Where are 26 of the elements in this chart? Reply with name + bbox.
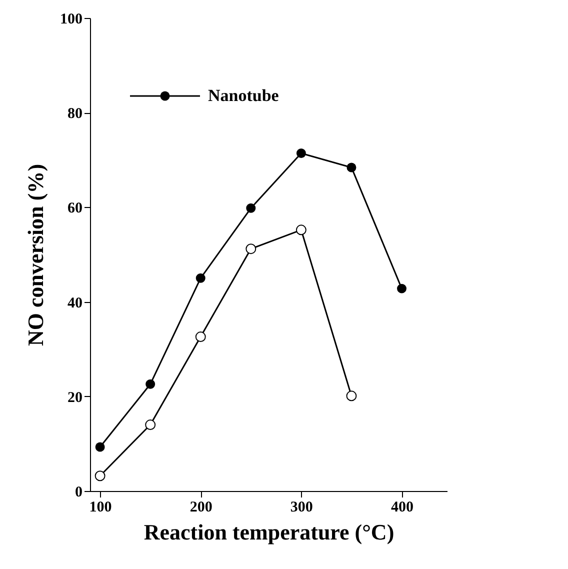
y-tick-label: 60 (68, 200, 82, 217)
point (145, 420, 156, 430)
y-axis-title: NO conversion (%) (23, 164, 48, 346)
point (296, 148, 306, 158)
y-tick-label: 100 (60, 12, 82, 28)
point (195, 332, 206, 342)
point (146, 379, 156, 389)
point (246, 244, 256, 254)
point (246, 203, 256, 213)
point (346, 162, 356, 172)
y-tick-label: 0 (75, 484, 82, 500)
x-tick-label: 200 (190, 500, 212, 516)
x-tick-label: 400 (390, 500, 414, 516)
y-tick-label: 20 (68, 390, 82, 406)
x-axis-title: Reaction temperature (°C) (144, 520, 394, 544)
x-tick-label: 300 (290, 500, 313, 516)
point (346, 390, 357, 402)
point (397, 284, 406, 294)
y-tick-label: 80 (68, 106, 82, 122)
point (95, 442, 105, 452)
point (94, 470, 106, 482)
point (196, 273, 206, 283)
point (296, 224, 306, 236)
x-tick-label: 100 (89, 500, 112, 516)
y-tick-label: 40 (68, 295, 82, 312)
legend-label: Nanotube (208, 86, 280, 105)
